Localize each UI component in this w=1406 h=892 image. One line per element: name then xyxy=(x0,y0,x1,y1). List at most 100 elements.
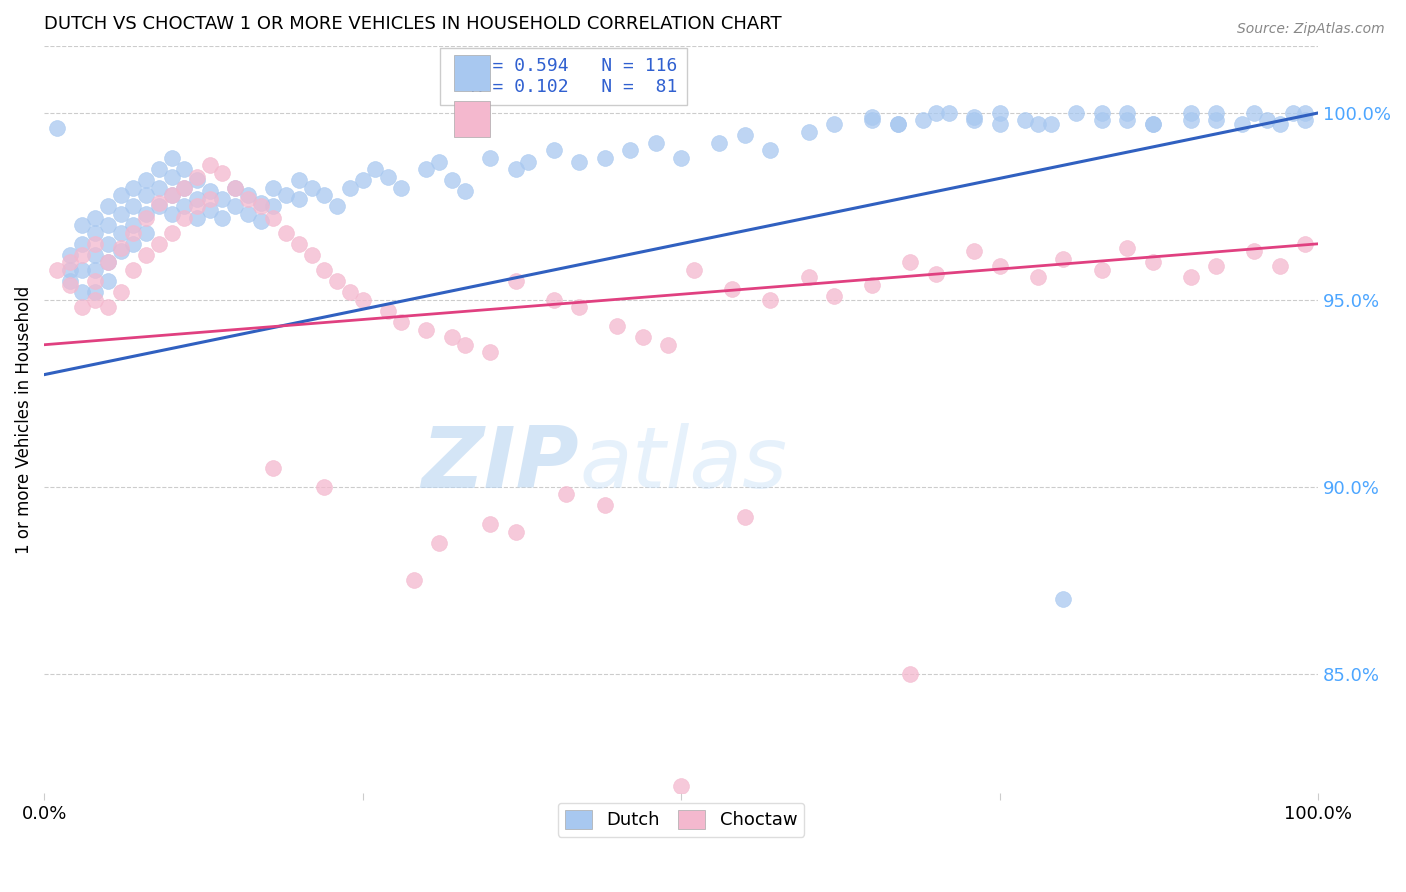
Point xyxy=(925,106,948,120)
Point xyxy=(440,173,463,187)
Point xyxy=(84,263,107,277)
Point xyxy=(135,211,157,225)
Point xyxy=(1116,106,1139,120)
Point xyxy=(427,536,450,550)
Point xyxy=(402,574,425,588)
Point xyxy=(963,244,986,259)
Point xyxy=(938,106,960,120)
Point xyxy=(224,199,246,213)
Point xyxy=(148,180,170,194)
Point xyxy=(1052,591,1074,606)
Point xyxy=(198,185,221,199)
Point xyxy=(440,330,463,344)
Point xyxy=(211,192,233,206)
Point xyxy=(543,144,565,158)
Point xyxy=(963,110,986,124)
Point xyxy=(326,199,349,213)
Text: ZIP: ZIP xyxy=(422,423,579,506)
Point xyxy=(1064,106,1087,120)
Point xyxy=(135,226,157,240)
Point xyxy=(1142,117,1164,131)
Point xyxy=(198,192,221,206)
Point xyxy=(160,207,183,221)
Point xyxy=(84,211,107,225)
Point xyxy=(186,173,208,187)
Point xyxy=(797,270,820,285)
Point xyxy=(326,274,349,288)
Text: R = 0.594   N = 116
  R = 0.102   N =  81: R = 0.594 N = 116 R = 0.102 N = 81 xyxy=(450,57,678,95)
Point xyxy=(1026,270,1049,285)
Point xyxy=(1180,106,1202,120)
Point xyxy=(721,282,744,296)
Point xyxy=(262,461,284,475)
Point xyxy=(593,499,616,513)
Point xyxy=(301,180,323,194)
Point xyxy=(198,203,221,218)
Point xyxy=(173,199,195,213)
Point xyxy=(84,293,107,307)
Point xyxy=(925,267,948,281)
Point xyxy=(110,241,132,255)
Point xyxy=(135,188,157,202)
Point xyxy=(72,285,94,300)
Point xyxy=(1026,117,1049,131)
Point xyxy=(148,195,170,210)
Point xyxy=(224,180,246,194)
Point xyxy=(453,185,475,199)
Point xyxy=(555,487,578,501)
Point xyxy=(45,120,67,135)
Point xyxy=(122,236,145,251)
Point xyxy=(1090,106,1112,120)
Point xyxy=(301,248,323,262)
Point xyxy=(734,128,756,143)
Point xyxy=(963,113,986,128)
Point xyxy=(58,277,80,292)
Point xyxy=(173,162,195,177)
Point xyxy=(1281,106,1303,120)
Text: atlas: atlas xyxy=(579,423,787,506)
Point xyxy=(734,509,756,524)
Point xyxy=(160,188,183,202)
Point xyxy=(606,319,628,334)
Point xyxy=(288,192,311,206)
Point xyxy=(377,169,399,184)
Point xyxy=(759,293,782,307)
Point xyxy=(72,236,94,251)
Point xyxy=(1205,106,1227,120)
Point xyxy=(122,226,145,240)
Point xyxy=(1090,113,1112,128)
Point xyxy=(886,117,908,131)
Point xyxy=(1180,270,1202,285)
Point xyxy=(631,330,654,344)
Point xyxy=(988,117,1011,131)
Point xyxy=(135,207,157,221)
Point xyxy=(1294,106,1316,120)
Point xyxy=(160,188,183,202)
Point xyxy=(122,180,145,194)
Point xyxy=(377,304,399,318)
Point xyxy=(148,199,170,213)
Point xyxy=(160,151,183,165)
Point xyxy=(58,263,80,277)
Text: DUTCH VS CHOCTAW 1 OR MORE VEHICLES IN HOUSEHOLD CORRELATION CHART: DUTCH VS CHOCTAW 1 OR MORE VEHICLES IN H… xyxy=(44,15,782,33)
Point xyxy=(72,218,94,232)
Point xyxy=(860,113,883,128)
FancyBboxPatch shape xyxy=(454,101,491,136)
Point xyxy=(314,188,336,202)
Point xyxy=(148,236,170,251)
Point xyxy=(1243,244,1265,259)
Point xyxy=(1230,117,1253,131)
Point xyxy=(110,188,132,202)
Point xyxy=(72,301,94,315)
Point xyxy=(262,199,284,213)
Point xyxy=(709,136,731,150)
Point xyxy=(543,293,565,307)
Point xyxy=(186,211,208,225)
Point xyxy=(58,248,80,262)
FancyBboxPatch shape xyxy=(454,54,491,90)
Point xyxy=(479,151,502,165)
Point xyxy=(45,263,67,277)
Point xyxy=(415,323,437,337)
Point xyxy=(1039,117,1062,131)
Point xyxy=(288,236,311,251)
